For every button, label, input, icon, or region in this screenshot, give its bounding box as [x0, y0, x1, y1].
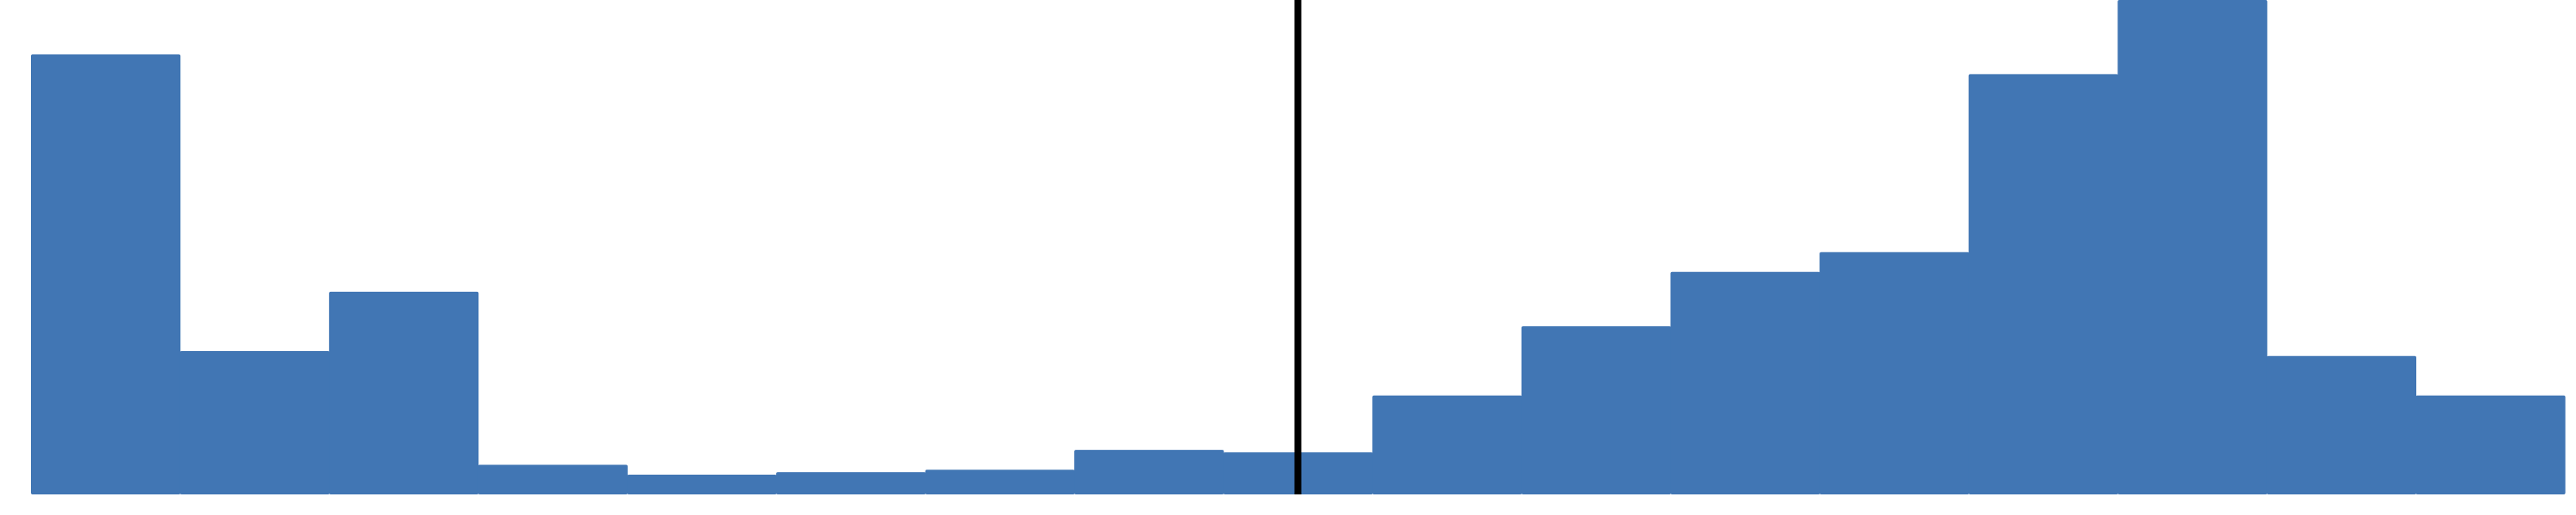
bar-10 — [1521, 326, 1672, 494]
bar-5 — [775, 472, 927, 494]
bar-12 — [1820, 251, 1970, 494]
bar-4 — [627, 474, 777, 494]
bar-16 — [2415, 395, 2566, 494]
bar-0 — [31, 54, 181, 495]
bars-group — [31, 0, 2566, 495]
bar-9 — [1372, 395, 1522, 494]
bar-7 — [1074, 450, 1224, 494]
bar-2 — [329, 291, 479, 494]
bar-13 — [1968, 74, 2118, 495]
bar-11 — [1670, 271, 1820, 494]
bar-6 — [925, 470, 1075, 494]
bar-15 — [2266, 355, 2417, 494]
bar-1 — [179, 350, 330, 494]
bar-14 — [2117, 0, 2268, 494]
bar-3 — [477, 464, 628, 494]
